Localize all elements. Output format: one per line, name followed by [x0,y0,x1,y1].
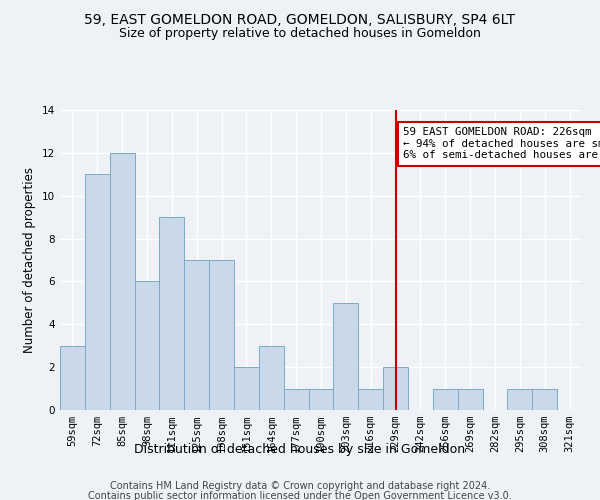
Bar [184,260,209,410]
Bar [209,260,234,410]
Bar [383,367,408,410]
Bar [532,388,557,410]
Bar [259,346,284,410]
Text: Contains public sector information licensed under the Open Government Licence v3: Contains public sector information licen… [88,491,512,500]
Text: 59, EAST GOMELDON ROAD, GOMELDON, SALISBURY, SP4 6LT: 59, EAST GOMELDON ROAD, GOMELDON, SALISB… [85,12,515,26]
Bar [458,388,482,410]
Bar [358,388,383,410]
Bar [508,388,532,410]
Bar [334,303,358,410]
Bar [85,174,110,410]
Bar [134,282,160,410]
Bar [110,153,134,410]
Y-axis label: Number of detached properties: Number of detached properties [23,167,37,353]
Bar [433,388,458,410]
Bar [234,367,259,410]
Bar [60,346,85,410]
Bar [284,388,308,410]
Text: Size of property relative to detached houses in Gomeldon: Size of property relative to detached ho… [119,28,481,40]
Text: Contains HM Land Registry data © Crown copyright and database right 2024.: Contains HM Land Registry data © Crown c… [110,481,490,491]
Text: Distribution of detached houses by size in Gomeldon: Distribution of detached houses by size … [134,442,466,456]
Text: 59 EAST GOMELDON ROAD: 226sqm
← 94% of detached houses are smaller (84)
6% of se: 59 EAST GOMELDON ROAD: 226sqm ← 94% of d… [403,127,600,160]
Bar [160,217,184,410]
Bar [308,388,334,410]
